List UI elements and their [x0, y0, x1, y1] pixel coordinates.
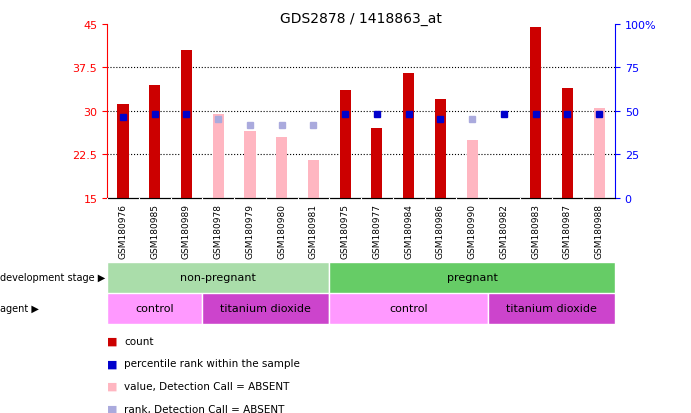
- Bar: [149, 85, 160, 198]
- Bar: [562, 88, 573, 198]
- Bar: [530, 28, 541, 198]
- Bar: [117, 104, 129, 198]
- Text: GSM180981: GSM180981: [309, 203, 318, 258]
- Text: GSM180979: GSM180979: [245, 203, 254, 258]
- Text: GSM180982: GSM180982: [500, 203, 509, 258]
- Text: ■: ■: [107, 358, 117, 368]
- Text: development stage ▶: development stage ▶: [0, 273, 105, 283]
- Text: GSM180983: GSM180983: [531, 203, 540, 258]
- Text: GSM180980: GSM180980: [277, 203, 286, 258]
- Text: ■: ■: [107, 404, 117, 413]
- Bar: [107, 293, 202, 324]
- Text: ■: ■: [107, 381, 117, 391]
- Text: GSM180978: GSM180978: [214, 203, 223, 258]
- Bar: [435, 100, 446, 198]
- Text: control: control: [389, 304, 428, 314]
- Text: agent ▶: agent ▶: [0, 304, 39, 314]
- Text: percentile rank within the sample: percentile rank within the sample: [124, 358, 301, 368]
- Bar: [330, 293, 488, 324]
- Text: GSM180989: GSM180989: [182, 203, 191, 258]
- Text: ■: ■: [107, 336, 117, 346]
- Text: GSM180986: GSM180986: [436, 203, 445, 258]
- Text: GSM180987: GSM180987: [563, 203, 572, 258]
- Text: GSM180976: GSM180976: [118, 203, 127, 258]
- Text: GSM180988: GSM180988: [595, 203, 604, 258]
- Bar: [594, 109, 605, 198]
- Bar: [330, 262, 615, 293]
- Bar: [403, 74, 414, 198]
- Bar: [466, 140, 477, 198]
- Text: GDS2878 / 1418863_at: GDS2878 / 1418863_at: [280, 12, 442, 26]
- Text: GSM180985: GSM180985: [150, 203, 159, 258]
- Text: count: count: [124, 336, 154, 346]
- Bar: [181, 51, 192, 198]
- Text: titanium dioxide: titanium dioxide: [506, 304, 597, 314]
- Text: control: control: [135, 304, 174, 314]
- Bar: [276, 138, 287, 198]
- Text: non-pregnant: non-pregnant: [180, 273, 256, 283]
- Bar: [107, 262, 330, 293]
- Text: GSM180990: GSM180990: [468, 203, 477, 258]
- Bar: [308, 161, 319, 198]
- Text: GSM180977: GSM180977: [372, 203, 381, 258]
- Text: titanium dioxide: titanium dioxide: [220, 304, 311, 314]
- Bar: [202, 293, 330, 324]
- Bar: [339, 91, 351, 198]
- Bar: [371, 129, 383, 198]
- Text: rank, Detection Call = ABSENT: rank, Detection Call = ABSENT: [124, 404, 285, 413]
- Bar: [213, 114, 224, 198]
- Bar: [488, 293, 615, 324]
- Text: value, Detection Call = ABSENT: value, Detection Call = ABSENT: [124, 381, 290, 391]
- Bar: [245, 132, 256, 198]
- Text: GSM180975: GSM180975: [341, 203, 350, 258]
- Text: GSM180984: GSM180984: [404, 203, 413, 258]
- Text: pregnant: pregnant: [446, 273, 498, 283]
